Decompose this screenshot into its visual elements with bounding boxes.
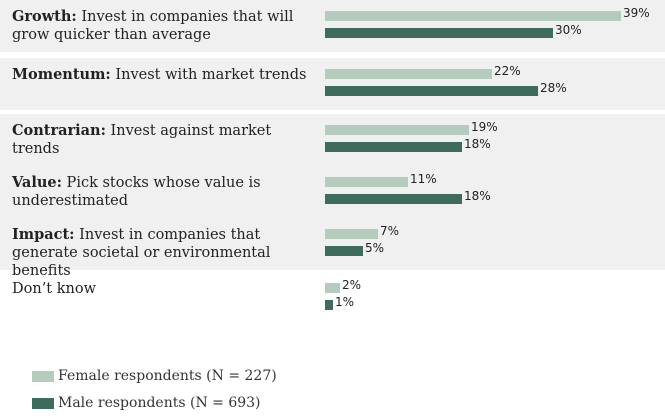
bar-male [325, 194, 462, 204]
category-row: Growth: Invest in companies that will gr… [0, 0, 665, 52]
category-label-text: Invest with market trends [110, 67, 307, 83]
legend-label-female: Female respondents (N = 227) [58, 368, 277, 384]
category-label-text: Pick stocks whose value is underestimate… [12, 175, 261, 209]
bar-female [325, 283, 340, 293]
category-label-text: Don’t know [12, 281, 97, 297]
category-label-bold: Growth: [12, 8, 77, 25]
category-label-bold: Impact: [12, 226, 75, 243]
bar-male [325, 86, 538, 96]
category-row: Contrarian: Invest against market trends… [0, 114, 665, 166]
category-label: Growth: Invest in companies that will gr… [12, 8, 312, 44]
bar-male [325, 142, 462, 152]
data-label-female: 22% [494, 64, 521, 78]
category-label: Momentum: Invest with market trends [12, 66, 312, 84]
category-label: Value: Pick stocks whose value is undere… [12, 174, 312, 210]
data-label-male: 1% [335, 295, 355, 309]
category-row: Don’t know 2% 1% [0, 272, 665, 324]
data-label-male: 5% [365, 241, 385, 255]
category-label: Contrarian: Invest against market trends [12, 122, 312, 158]
category-row: Momentum: Invest with market trends 22% 28… [0, 58, 665, 110]
data-label-male: 18% [464, 137, 491, 151]
category-row: Impact: Invest in companies that generat… [0, 218, 665, 279]
bar-female [325, 229, 378, 239]
data-label-female: 19% [471, 120, 498, 134]
legend-label-male: Male respondents (N = 693) [58, 395, 261, 411]
bar-female [325, 125, 469, 135]
category-label: Impact: Invest in companies that generat… [12, 226, 312, 280]
legend-swatch-male [32, 398, 54, 409]
data-label-female: 2% [342, 278, 362, 292]
data-label-female: 39% [623, 6, 650, 20]
data-label-female: 11% [410, 172, 437, 186]
bar-male [325, 300, 333, 310]
category-label-text: Invest against market trends [12, 123, 272, 157]
bar-male [325, 246, 363, 256]
legend-swatch-female [32, 371, 54, 382]
category-label: Don’t know [12, 280, 312, 298]
bar-male [325, 28, 553, 38]
category-label-bold: Contrarian: [12, 122, 106, 139]
bar-female [325, 69, 492, 79]
category-label-bold: Value: [12, 174, 62, 191]
category-label-text: Invest in companies that will grow quick… [12, 9, 294, 43]
data-label-male: 18% [464, 189, 491, 203]
category-label-bold: Momentum: [12, 66, 111, 83]
data-label-male: 30% [555, 23, 582, 37]
bar-female [325, 177, 408, 187]
data-label-male: 28% [540, 81, 567, 95]
category-label-text: Invest in companies that generate societ… [12, 227, 271, 279]
category-row: Value: Pick stocks whose value is undere… [0, 166, 665, 218]
bar-female [325, 11, 621, 21]
data-label-female: 7% [380, 224, 400, 238]
